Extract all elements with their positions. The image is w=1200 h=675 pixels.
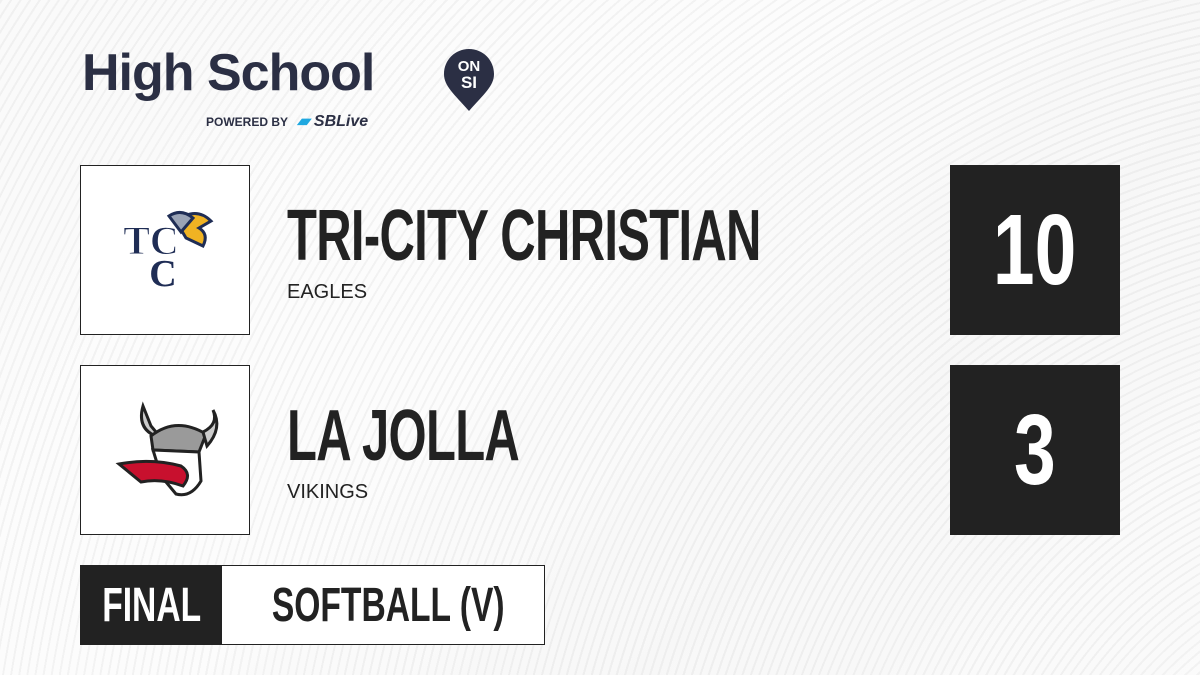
- team-name: TRI-CITY CHRISTIAN: [287, 196, 761, 276]
- team-mascot: VIKINGS: [287, 481, 369, 503]
- game-status-bar: FINAL SOFTBALL (V): [80, 565, 545, 645]
- team-score: 10: [950, 165, 1120, 335]
- team-name: LA JOLLA: [287, 396, 520, 476]
- team-logo-la-jolla: [80, 365, 250, 535]
- brand-logo: High School ON SI POWERED BY ▰ SBLive: [82, 44, 494, 130]
- team-score: 3: [950, 365, 1120, 535]
- final-badge: FINAL: [81, 566, 223, 644]
- on-si-pin-icon: ON SI: [444, 49, 494, 111]
- brand-title: High School: [82, 44, 375, 102]
- svg-text:TC: TC: [123, 218, 179, 263]
- team-logo-tri-city: TC C: [80, 165, 250, 335]
- svg-text:C: C: [149, 253, 176, 295]
- eagle-logo-icon: TC C: [123, 211, 214, 295]
- powered-by: POWERED BY ▰ SBLive: [206, 111, 368, 131]
- sport-label: SOFTBALL (V): [272, 578, 505, 632]
- svg-text:ON: ON: [458, 58, 481, 75]
- viking-logo-icon: [115, 401, 219, 497]
- team-mascot: EAGLES: [287, 281, 368, 303]
- powered-by-label: POWERED BY: [206, 115, 288, 129]
- svg-text:SI: SI: [461, 73, 477, 92]
- sblive-logo: ▰ SBLive: [297, 113, 369, 130]
